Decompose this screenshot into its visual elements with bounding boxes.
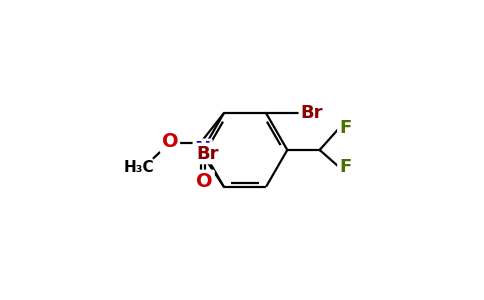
Text: F: F <box>339 119 351 137</box>
Text: H₃C: H₃C <box>124 160 154 175</box>
Text: F: F <box>339 158 351 176</box>
Text: Br: Br <box>301 104 323 122</box>
Text: O: O <box>196 172 213 190</box>
Text: Br: Br <box>197 145 219 163</box>
Text: N: N <box>195 140 211 160</box>
Text: O: O <box>162 132 178 151</box>
